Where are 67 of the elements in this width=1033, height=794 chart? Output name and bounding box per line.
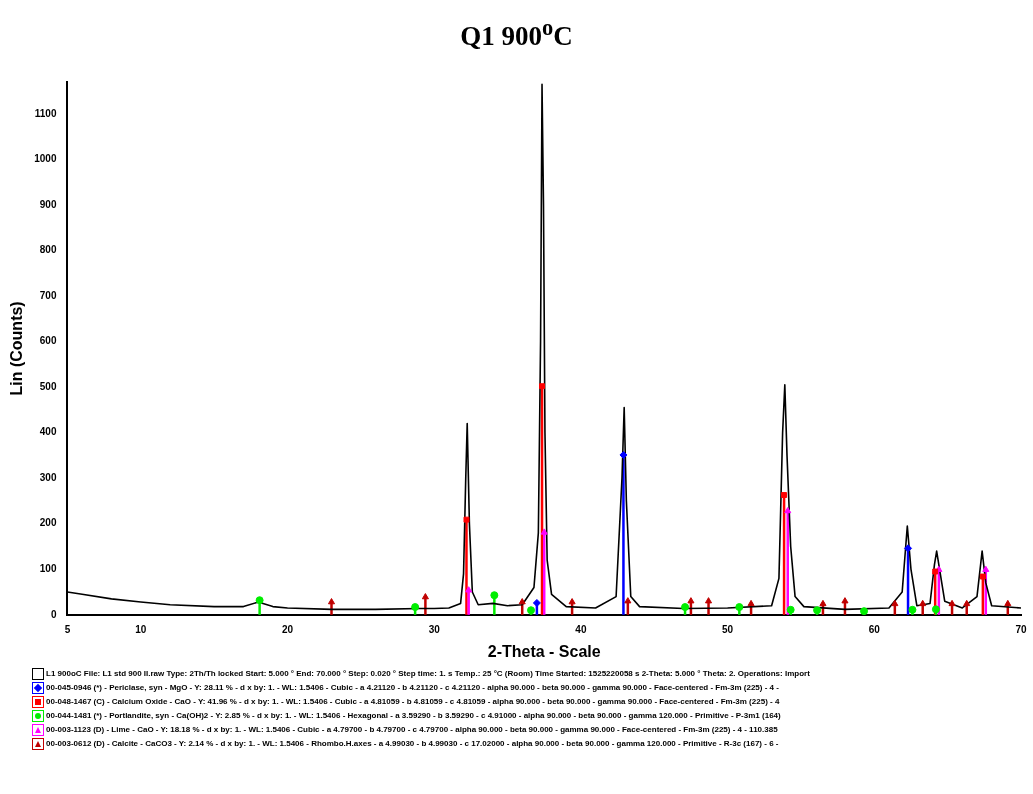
legend-label: 00-044-1481 (*) - Portlandite, syn - Ca(OH)2 - Y: 2.85 % - d x by: 1. - WL: 1.5406 - Hexagonal - a 3.59290 - b 3.59290 - c 4.91000 - alpha 90.000 - beta 90.000 - gamma 120.000 - Primitive - P-3m1 (164) [46,710,781,722]
y-tick-label: 0 [50,608,57,620]
point [1004,599,1012,607]
point [687,597,695,604]
y-tick-label: 300 [39,471,57,483]
point [919,599,927,607]
point [527,606,536,615]
point [411,603,420,612]
point [979,573,986,580]
point [908,605,917,614]
point [963,599,971,607]
point [463,516,470,523]
point [465,586,473,593]
x-tick-label: 30 [428,623,441,635]
point [747,599,755,607]
legend-label: 00-003-1123 (D) - Lime - CaO - Y: 18.18 % - d x by: 1. - WL: 1.5406 - Cubic - a 4.79700 - b 4.79700 - c 4.79700 - alpha 90.000 - beta 90.000 - gamma 90.000 - Face-centered - Fm-3m (225) - 4 - 110.385 [46,724,778,736]
point [681,603,690,612]
x-tick-label: 5 [64,623,71,635]
point [518,598,526,605]
point [735,603,744,612]
legend-label: 00-045-0946 (*) - Periclase, syn - MgO - Y: 28.11 % - d x by: 1. - WL: 1.5406 - Cubic - a 4.21120 - b 4.21120 - c 4.21120 - alpha 90.000 - beta 90.000 - gamma 90.000 - Face-centered - Fm-3m (225) - 4 - [46,682,779,694]
point [819,599,827,607]
point [705,597,713,604]
point [255,596,264,605]
y-tick-label: 900 [39,198,57,210]
point [982,565,990,572]
x-tick-label: 60 [868,623,881,635]
point [948,599,956,607]
x-axis-title: 2-Theta - Scale [487,642,601,660]
y-tick-label: 800 [39,244,57,256]
legend-label: L1 900oC File: L1 std 900 II.raw Type: 2Th/Th locked Start: 5.000 ° End: 70.000 ° Step: 0.020 ° Step time: 1. s Temp.: 25 °C (Room) Time Started: 1525220058 s 2-Theta: 5.000 ° Theta: 2. Operations: Import [46,668,810,680]
point [841,597,849,604]
x-tick-label: 10 [135,623,147,635]
x-tick-label: 70 [1015,623,1027,635]
point [421,593,429,600]
y-tick-label: 500 [39,380,57,392]
legend-label: 00-048-1467 (C) - Calcium Oxide - CaO - Y: 41.96 % - d x by: 1. - WL: 1.5406 - Cubic - a 4.81059 - b 4.81059 - c 4.81059 - alpha 90.000 - beta 90.000 - gamma 90.000 - Face-centered - Fm-3m (225) - 4 [46,696,780,708]
point [781,492,788,499]
point [619,450,628,459]
point [490,591,499,600]
x-tick-label: 20 [281,623,294,635]
point [932,568,939,575]
point [786,605,795,614]
point [860,607,869,615]
point [904,544,913,553]
point [784,506,792,514]
chart-title: Q1 900$^{o}$C [459,14,574,53]
point [891,599,899,607]
y-tick-label: 1100 [34,107,57,119]
point [540,528,548,535]
point [532,598,541,607]
y-tick-label: 600 [39,335,57,347]
legend-label: 00-003-0612 (D) - Calcite - CaCO3 - Y: 2.14 % - d x by: 1. - WL: 1.5406 - Rhombo.H.axes - a 4.99030 - b 4.99030 - c 17.02000 - alpha 90.000 - beta 90.000 - gamma 120.000 - Primitive - R-3c (167) - 6 - [46,738,779,750]
y-tick-label: 400 [39,426,57,438]
y-axis-title: Lin (Counts) [8,301,26,396]
point [813,606,822,615]
y-tick-label: 100 [39,563,57,575]
y-tick-label: 200 [39,517,57,529]
x-tick-label: 40 [575,623,587,635]
y-tick-label: 1000 [34,153,57,165]
point [931,605,940,614]
x-tick-label: 50 [722,623,734,635]
point [539,383,545,390]
point [568,598,576,605]
point [327,598,336,605]
point [624,597,632,604]
y-tick-label: 700 [39,289,57,301]
